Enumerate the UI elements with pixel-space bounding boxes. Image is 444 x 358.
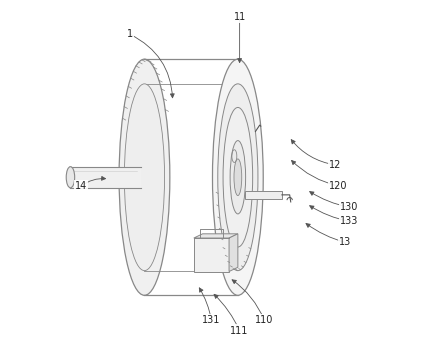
Text: 12: 12	[329, 160, 341, 170]
Ellipse shape	[218, 84, 258, 271]
Text: 131: 131	[202, 315, 221, 325]
Text: 111: 111	[230, 325, 249, 335]
Text: 13: 13	[339, 237, 352, 247]
Bar	[71, 167, 141, 188]
Polygon shape	[229, 234, 238, 271]
Text: 133: 133	[340, 216, 358, 226]
Bar	[245, 191, 282, 199]
Text: 14: 14	[75, 181, 87, 191]
Polygon shape	[194, 234, 238, 238]
Text: 110: 110	[255, 315, 274, 325]
Ellipse shape	[66, 167, 75, 188]
Text: 130: 130	[340, 202, 358, 212]
Ellipse shape	[213, 59, 263, 295]
Ellipse shape	[234, 159, 242, 195]
Ellipse shape	[223, 107, 253, 247]
Ellipse shape	[119, 59, 170, 295]
Text: 1: 1	[127, 29, 134, 39]
Ellipse shape	[124, 84, 165, 271]
Ellipse shape	[230, 141, 246, 214]
Bar	[194, 238, 229, 271]
Text: 11: 11	[234, 12, 246, 22]
Text: 120: 120	[329, 181, 348, 191]
